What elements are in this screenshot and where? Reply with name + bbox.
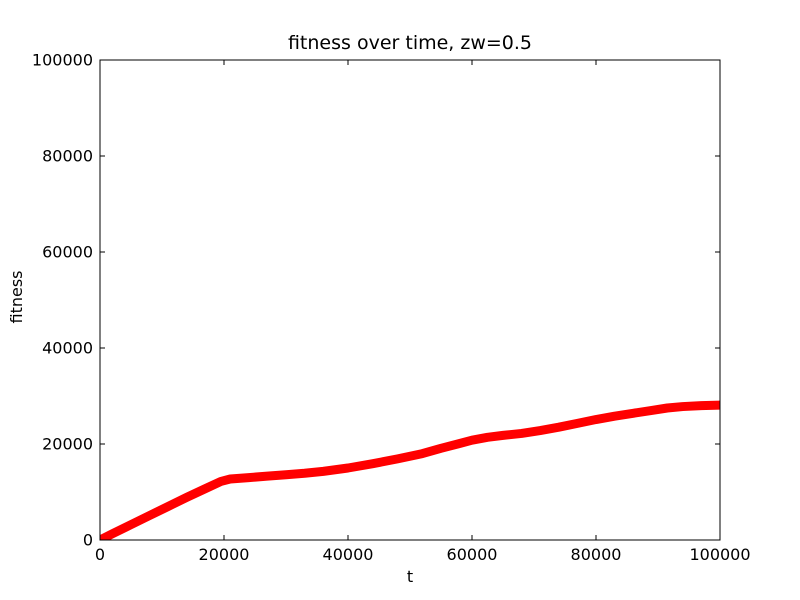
x-tick-label: 100000 [689, 545, 750, 564]
x-tick-label: 0 [95, 545, 105, 564]
x-tick-label: 80000 [571, 545, 622, 564]
y-tick-label: 60000 [42, 243, 93, 262]
y-tick-label: 100000 [32, 51, 93, 70]
x-tick-label: 40000 [323, 545, 374, 564]
y-tick-label: 0 [83, 531, 93, 550]
x-axis-label: t [406, 567, 414, 586]
y-axis-label: fitness [7, 270, 26, 324]
x-tick-label: 60000 [447, 545, 498, 564]
y-tick-label: 80000 [42, 147, 93, 166]
plot-area-border [99, 59, 721, 541]
y-tick-label: 20000 [42, 435, 93, 454]
series-fitness-line [100, 400, 720, 540]
x-tick-label: 20000 [199, 545, 250, 564]
y-tick-label: 40000 [42, 339, 93, 358]
chart-title: fitness over time, zw=0.5 [287, 32, 533, 54]
